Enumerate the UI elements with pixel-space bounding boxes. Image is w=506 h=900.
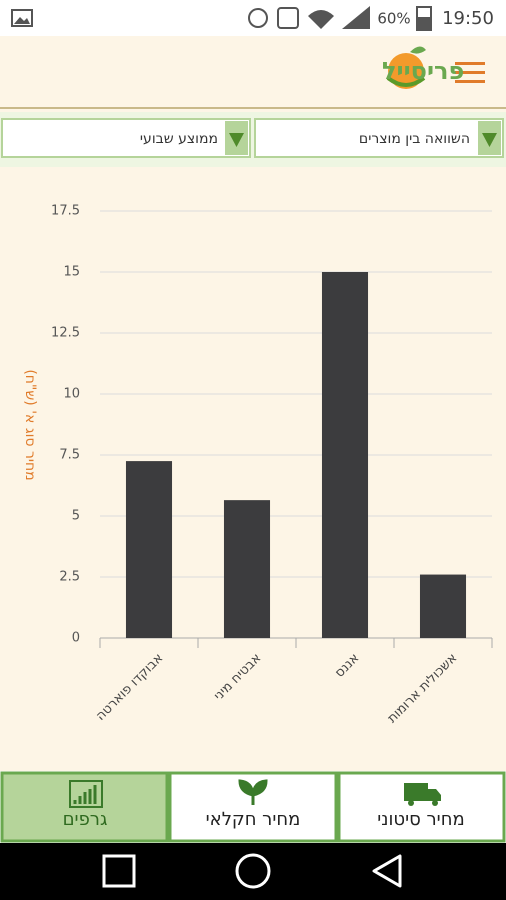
wholesale-tab[interactable]: מחיר סיטוני — [337, 771, 506, 843]
truck-wheel — [432, 800, 438, 806]
tab-label: מחיר סיטוני — [377, 809, 464, 830]
wifi-icon — [308, 10, 334, 29]
graph-icon-bars — [73, 785, 97, 804]
nav-bar — [0, 843, 506, 900]
y-tick-label: 17.5 — [51, 204, 80, 219]
dropdown-value: ממוצע שבועי — [140, 131, 218, 147]
clock: 19:50 — [442, 8, 494, 29]
comparison-dropdown[interactable]: השוואה בין מוצרים — [254, 118, 504, 158]
bar — [419, 574, 467, 638]
x-tick-label: אבוקדו פוארטה — [93, 651, 166, 724]
menu-bar — [455, 62, 485, 65]
y-tick-label: 0 — [72, 631, 80, 646]
bar — [125, 461, 173, 638]
logo-sprout — [410, 46, 426, 54]
tab-label: גרפים — [63, 809, 108, 830]
logo-leaf — [386, 76, 426, 87]
y-tick-label: 2.5 — [59, 570, 80, 585]
dropdown-arrow — [482, 133, 497, 147]
brand-name: פריסייל — [382, 57, 464, 85]
recents-button[interactable] — [102, 854, 136, 888]
y-tick-label: 5 — [72, 509, 80, 524]
dropdown-value: השוואה בין מוצרים — [359, 131, 470, 147]
graph-icon — [69, 780, 103, 808]
gallery-icon-art — [14, 17, 30, 24]
battery-icon — [416, 6, 432, 31]
truck-icon — [404, 783, 428, 801]
menu-bar — [455, 71, 485, 74]
bluetooth-icon — [248, 8, 268, 28]
graphs-tab[interactable]: גרפים — [0, 771, 169, 843]
home-button[interactable] — [235, 853, 271, 889]
farmer-tab[interactable]: מחיר חקלאי — [168, 771, 338, 843]
truck-cab — [428, 789, 441, 801]
logo-fruit — [388, 53, 424, 89]
signal-icon — [342, 6, 370, 29]
gallery-icon — [11, 9, 33, 27]
y-tick-label: 10 — [63, 387, 80, 402]
y-tick-label: 12.5 — [51, 326, 80, 341]
dropdown-box — [1, 118, 251, 158]
period-dropdown[interactable]: ממוצע שבועי — [1, 118, 251, 158]
y-axis-label: מחיר סוג א' (ש"ח) — [22, 369, 38, 480]
x-tick-label: אבטיח מיני — [211, 651, 264, 704]
menu-button[interactable] — [455, 62, 485, 83]
bar — [321, 272, 369, 638]
battery-level — [418, 17, 430, 29]
plant-icon — [238, 779, 268, 805]
x-tick-label: אננס — [332, 651, 362, 681]
y-tick-label: 15 — [63, 265, 80, 280]
dropdown-arrow — [229, 133, 244, 147]
battery-percent: 60% — [377, 10, 410, 28]
dropdown-box — [254, 118, 504, 158]
y-tick-label: 7.5 — [59, 448, 80, 463]
truck-wheel — [408, 800, 414, 806]
back-button[interactable] — [372, 854, 402, 888]
tab-box — [168, 771, 338, 843]
menu-bar — [455, 80, 485, 83]
x-tick-label: אשכולית ארומות — [385, 651, 461, 727]
tab-label: מחיר חקלאי — [206, 809, 301, 830]
chart: מחיר סוג א' (ש"ח) 0 2.5 5 7.5 10 12.5 15 17.5 אב… — [22, 204, 493, 727]
nfc-icon — [277, 7, 299, 29]
bar — [223, 500, 271, 638]
